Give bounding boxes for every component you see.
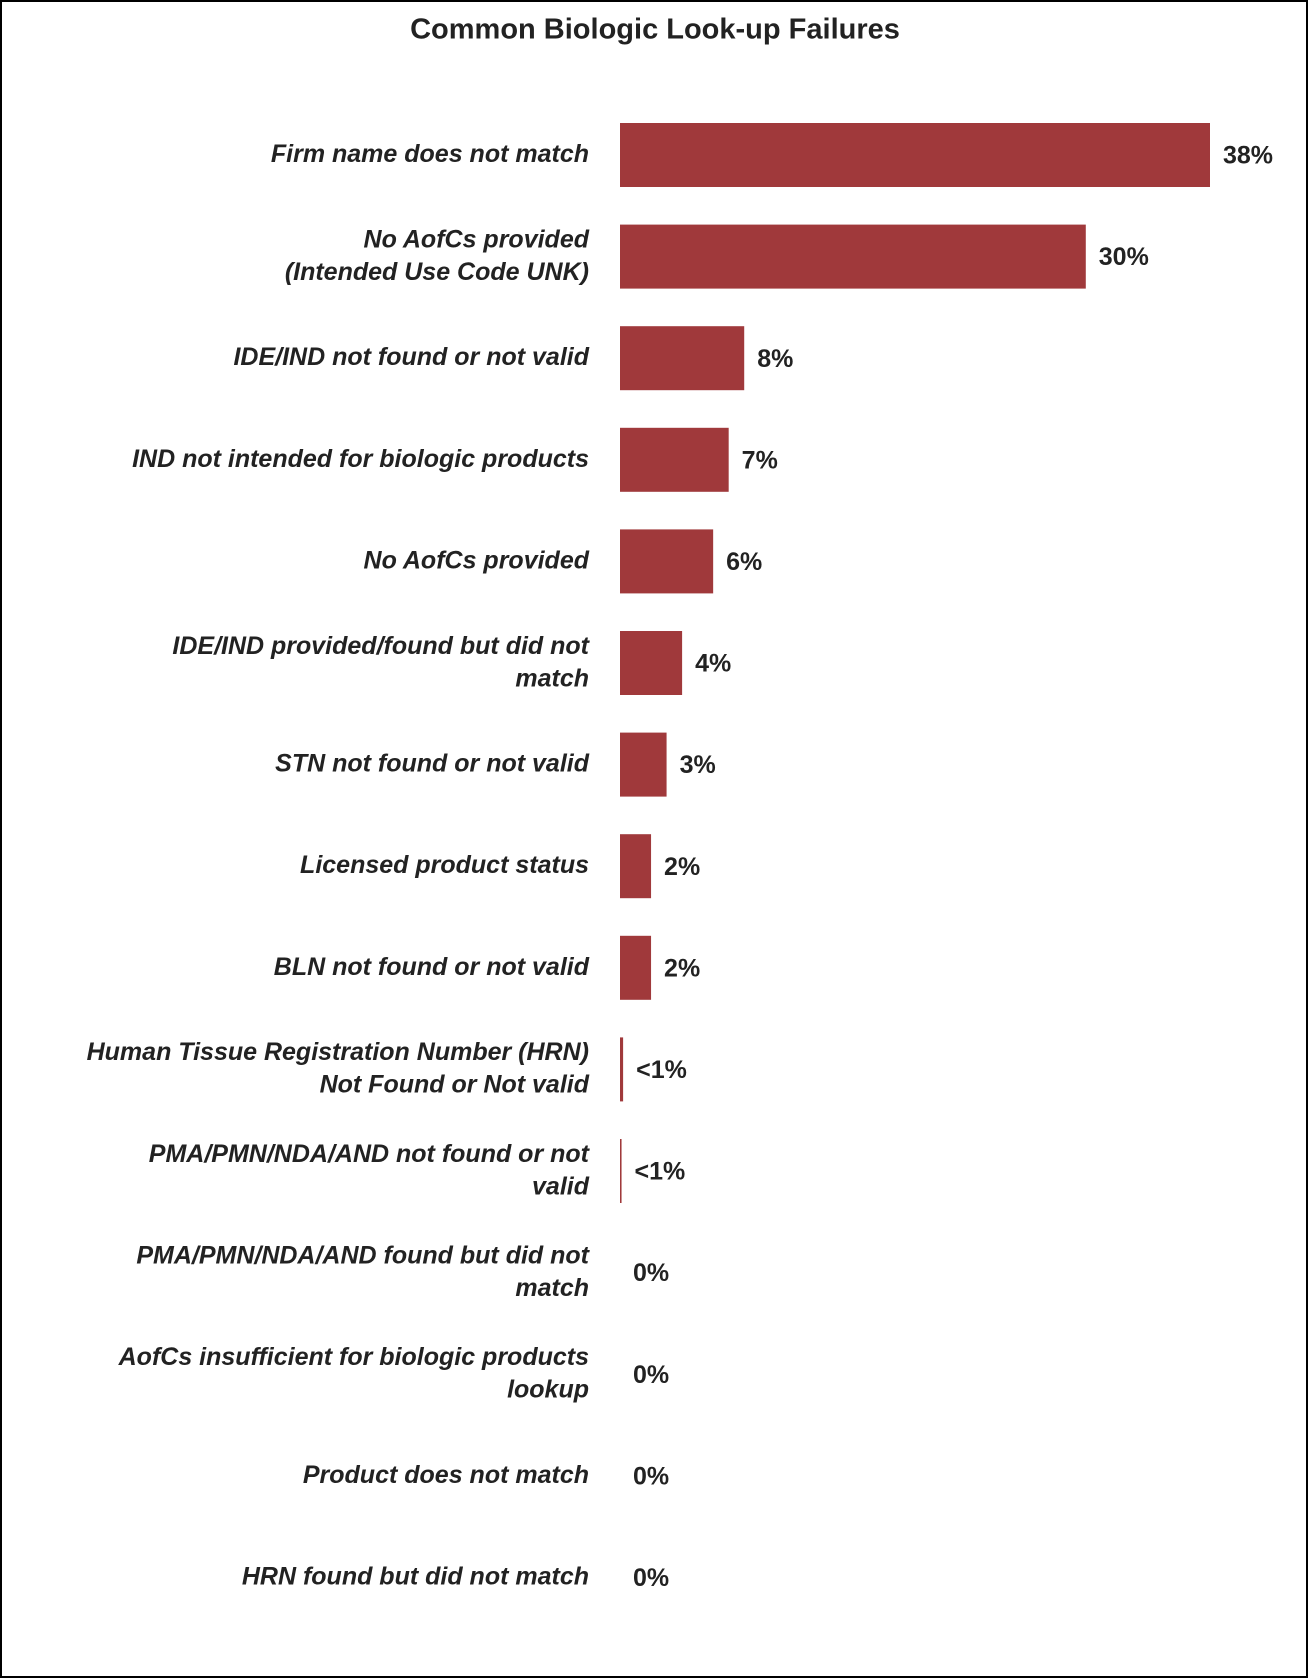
bar (620, 529, 714, 594)
bar (620, 224, 1086, 289)
category-label: AofCs insufficient for biologic products… (118, 1343, 589, 1404)
category-label: Licensed product status (300, 851, 589, 879)
bar (620, 1139, 622, 1203)
value-label: 6% (726, 548, 762, 576)
category-label: STN not found or not valid (275, 749, 590, 777)
category-label: Firm name does not match (271, 140, 589, 168)
value-label: 0% (633, 1361, 669, 1389)
value-label: 3% (680, 751, 716, 779)
value-label: 4% (695, 650, 731, 678)
category-label: HRN found but did not match (242, 1562, 589, 1590)
value-label: 2% (664, 853, 700, 881)
bar (620, 123, 1210, 187)
bar (620, 326, 745, 391)
category-label: Product does not match (303, 1460, 589, 1488)
bar (620, 732, 667, 797)
bar (620, 427, 729, 492)
value-label: 7% (742, 446, 778, 474)
value-label: <1% (635, 1158, 686, 1186)
bar (620, 631, 683, 695)
category-label: IDE/IND not found or not valid (233, 343, 589, 371)
value-label: 0% (633, 1564, 669, 1592)
value-label: 38% (1223, 142, 1273, 170)
bar (620, 1037, 624, 1102)
chart-title: Common Biologic Look-up Failures (410, 14, 900, 46)
category-label: Human Tissue Registration Number (HRN) No… (87, 1038, 590, 1099)
category-label: IND not intended for biologic products (132, 444, 589, 472)
value-label: 0% (633, 1259, 669, 1287)
category-label: PMA/PMN/NDA/AND found but did not match (136, 1241, 590, 1302)
value-label: 2% (664, 954, 700, 982)
value-label: 8% (757, 345, 793, 373)
value-label: 0% (633, 1462, 669, 1490)
category-label: No AofCs provided (364, 546, 590, 574)
category-label: BLN not found or not valid (274, 952, 590, 980)
category-label: IDE/IND provided/found but did not match (172, 631, 590, 692)
category-label: No AofCs provided (Intended Use Code UNK) (285, 225, 590, 286)
bar (620, 834, 652, 899)
bar (620, 935, 652, 1000)
value-label: 30% (1099, 243, 1149, 271)
value-label: <1% (636, 1056, 687, 1084)
category-label: PMA/PMN/NDA/AND not found or not valid (149, 1139, 591, 1200)
